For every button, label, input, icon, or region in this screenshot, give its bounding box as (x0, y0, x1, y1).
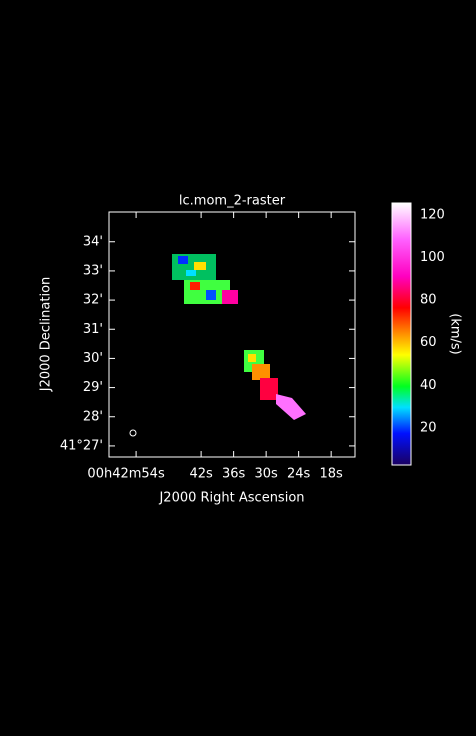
plot-frame (108, 211, 356, 458)
x-axis-label: J2000 Right Ascension (158, 491, 304, 506)
chart-title: lc.mom_2-raster (179, 194, 286, 209)
colorbar-tick-label: 120 (420, 207, 445, 222)
colorbar-tick-label: 60 (420, 335, 437, 350)
colorbar-tick-label: 80 (420, 293, 437, 308)
raster-blobs (172, 254, 306, 420)
y-tick-label: 30' (83, 351, 103, 366)
y-tick-label: 29' (83, 380, 103, 395)
x-tick-label: 30s (254, 467, 278, 482)
y-axis-label: J2000 Declination (39, 277, 54, 393)
colorbar-tick-label: 40 (420, 378, 437, 393)
y-tick-label: 41°27' (60, 438, 103, 453)
colorbar-label: (km/s) (448, 313, 463, 355)
x-tick-label: 24s (287, 467, 311, 482)
y-tick-label: 28' (83, 409, 103, 424)
colorbar-tick-label: 100 (420, 250, 445, 265)
y-tick-label: 31' (83, 322, 103, 337)
x-tick-label: 18s (319, 467, 343, 482)
y-tick-label: 34' (83, 234, 103, 249)
y-tick-label: 32' (83, 293, 103, 308)
x-tick-label: 36s (222, 467, 246, 482)
x-tick-label: 42s (189, 467, 213, 482)
axes: 00h42m54s 42s 36s 30s 24s 18s 41°27' 28' 29' 30' 3… (60, 207, 445, 481)
x-tick-label: 00h42m54s (87, 467, 165, 482)
beam (129, 429, 137, 437)
colorbar (391, 202, 412, 466)
y-tick-label: 33' (83, 263, 103, 278)
colorbar-tick-label: 20 (420, 420, 437, 435)
